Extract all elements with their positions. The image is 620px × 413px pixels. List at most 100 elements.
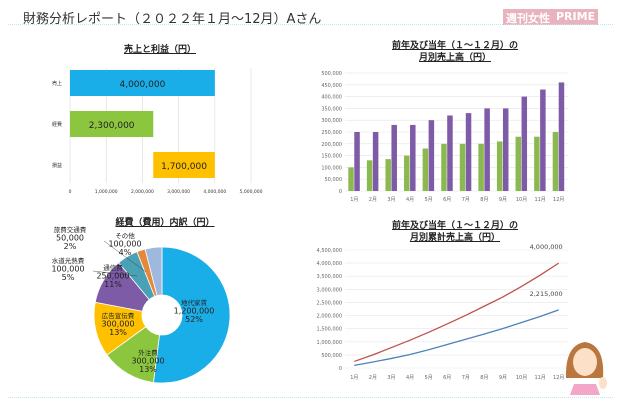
y-tick-label: 500,000 [321, 353, 342, 359]
end-data-label: 2,215,000 [530, 290, 563, 298]
leader-line [103, 240, 147, 273]
x-tick-label: 8月 [480, 197, 488, 203]
x-tick-label: 11月 [534, 375, 545, 381]
bar-7月-series0 [459, 143, 466, 191]
chart4-title: 前年及び当年（１～１２月）の 月別累計売上高（円） [360, 220, 550, 244]
y-tick-label: 400,000 [321, 95, 342, 101]
x-tick-label: 12月 [553, 197, 564, 203]
x-tick-label: 1,000,000 [95, 189, 118, 195]
slice-value: 250,000 [96, 272, 129, 281]
bar-9月-series0 [496, 141, 503, 191]
slice-percent: 4% [119, 248, 132, 257]
chart1-title: 売上と利益（円） [123, 45, 196, 55]
y-tick-label: 1,000,000 [317, 340, 342, 346]
x-tick-label: 3月 [387, 197, 395, 203]
bar-9月-series1 [502, 108, 509, 191]
y-tick-label: 500,000 [321, 71, 342, 77]
bar-10月-series0 [515, 136, 522, 191]
bar-1月-series1 [354, 132, 360, 191]
x-tick-label: 7月 [462, 375, 470, 381]
x-tick-label: 9月 [499, 375, 507, 381]
slice-その他 [144, 246, 163, 297]
y-tick-label: 2,500,000 [317, 300, 342, 306]
x-tick-label: 4,000,000 [203, 189, 226, 195]
y-tick-label: 4,500,000 [317, 248, 342, 254]
y-tick-label: 200,000 [321, 142, 342, 148]
illustration-hand [599, 377, 607, 389]
divider [8, 397, 613, 398]
x-tick-label: 6月 [443, 375, 451, 381]
category-label: 売上 [52, 80, 62, 87]
data-label: 4,000,000 [119, 80, 165, 90]
logo: 週刊女性 PRIME [503, 9, 599, 25]
bar-1月-series0 [348, 167, 354, 191]
slice-percent: 52% [185, 315, 203, 324]
bar-12月-series1 [558, 82, 565, 191]
x-tick-label: 10月 [516, 375, 527, 381]
bar-経費 [70, 111, 154, 137]
bar-2月-series0 [366, 160, 373, 191]
y-tick-label: 3,000,000 [317, 287, 342, 293]
x-tick-label: 2月 [369, 197, 377, 203]
slice-value: 300,000 [131, 357, 164, 366]
x-tick-label: 10月 [516, 197, 527, 203]
y-tick-label: 1,500,000 [317, 327, 342, 333]
chart4-title-line1: 前年及び当年（１～１２月）の [391, 221, 518, 231]
bar-8月-series0 [478, 143, 484, 191]
x-tick-label: 5,000,000 [240, 189, 263, 195]
illustration-shirt [570, 384, 600, 395]
y-tick-label: 250,000 [321, 130, 342, 136]
slice-percent: 13% [109, 328, 127, 337]
x-tick-label: 3月 [387, 375, 395, 381]
bar-11月-series0 [534, 136, 540, 191]
chart2-title-line1: 前年及び当年（１～１２月）の [391, 41, 518, 51]
y-tick-label: 0 [339, 189, 342, 195]
x-tick-label: 5月 [425, 197, 433, 203]
bar-4月-series1 [410, 124, 416, 191]
slice-label: 旅費交通費 [54, 225, 87, 234]
slice-label: 地代家賃 [181, 298, 208, 307]
bar-損益 [153, 152, 215, 178]
y-tick-label: 300,000 [321, 118, 342, 124]
bar-11月-series1 [540, 89, 546, 191]
logo-part2: PRIME [553, 9, 599, 25]
bar-売上 [70, 70, 215, 96]
bar-5月-series1 [428, 120, 435, 191]
slice-value: 300,000 [101, 320, 134, 329]
x-tick-label: 1月 [350, 197, 358, 203]
x-tick-label: 6月 [443, 197, 451, 203]
x-tick-label: 11月 [534, 197, 545, 203]
slice-地代家賃 [153, 246, 231, 384]
bar-3月-series0 [385, 159, 391, 191]
chart3-title: 経費（費用）内訳（円） [115, 218, 215, 228]
slice-percent: 5% [62, 273, 75, 282]
bar-3月-series1 [391, 124, 397, 191]
data-label: 1,700,000 [161, 162, 207, 172]
category-label: 経費 [52, 121, 62, 128]
y-tick-label: 350,000 [321, 106, 342, 112]
x-tick-label: 0 [69, 189, 72, 195]
slice-label: その他 [115, 231, 135, 240]
divider [8, 24, 613, 25]
x-tick-label: 3,000,000 [167, 189, 190, 195]
slice-value: 100,000 [51, 265, 84, 274]
data-label: 2,300,000 [89, 121, 135, 131]
x-tick-label: 8月 [480, 375, 488, 381]
slice-label: 通信費 [103, 263, 123, 272]
bar-7月-series1 [465, 113, 472, 191]
y-tick-label: 0 [339, 366, 342, 372]
end-data-label: 4,000,000 [530, 243, 563, 251]
bar-5月-series0 [422, 148, 429, 191]
series-line-1 [354, 309, 559, 367]
slice-label: 広告宣伝費 [102, 311, 135, 320]
page-title: 財務分析レポート（２０２２年１月～12月）Aさん [23, 12, 322, 27]
x-tick-label: 4月 [406, 375, 414, 381]
y-tick-label: 2,000,000 [317, 314, 342, 320]
logo-part1: 週刊女性 [503, 9, 553, 25]
slice-percent: 11% [104, 280, 122, 289]
bar-8月-series1 [484, 108, 490, 191]
bar-4月-series0 [404, 155, 410, 191]
x-tick-label: 2,000,000 [131, 189, 154, 195]
